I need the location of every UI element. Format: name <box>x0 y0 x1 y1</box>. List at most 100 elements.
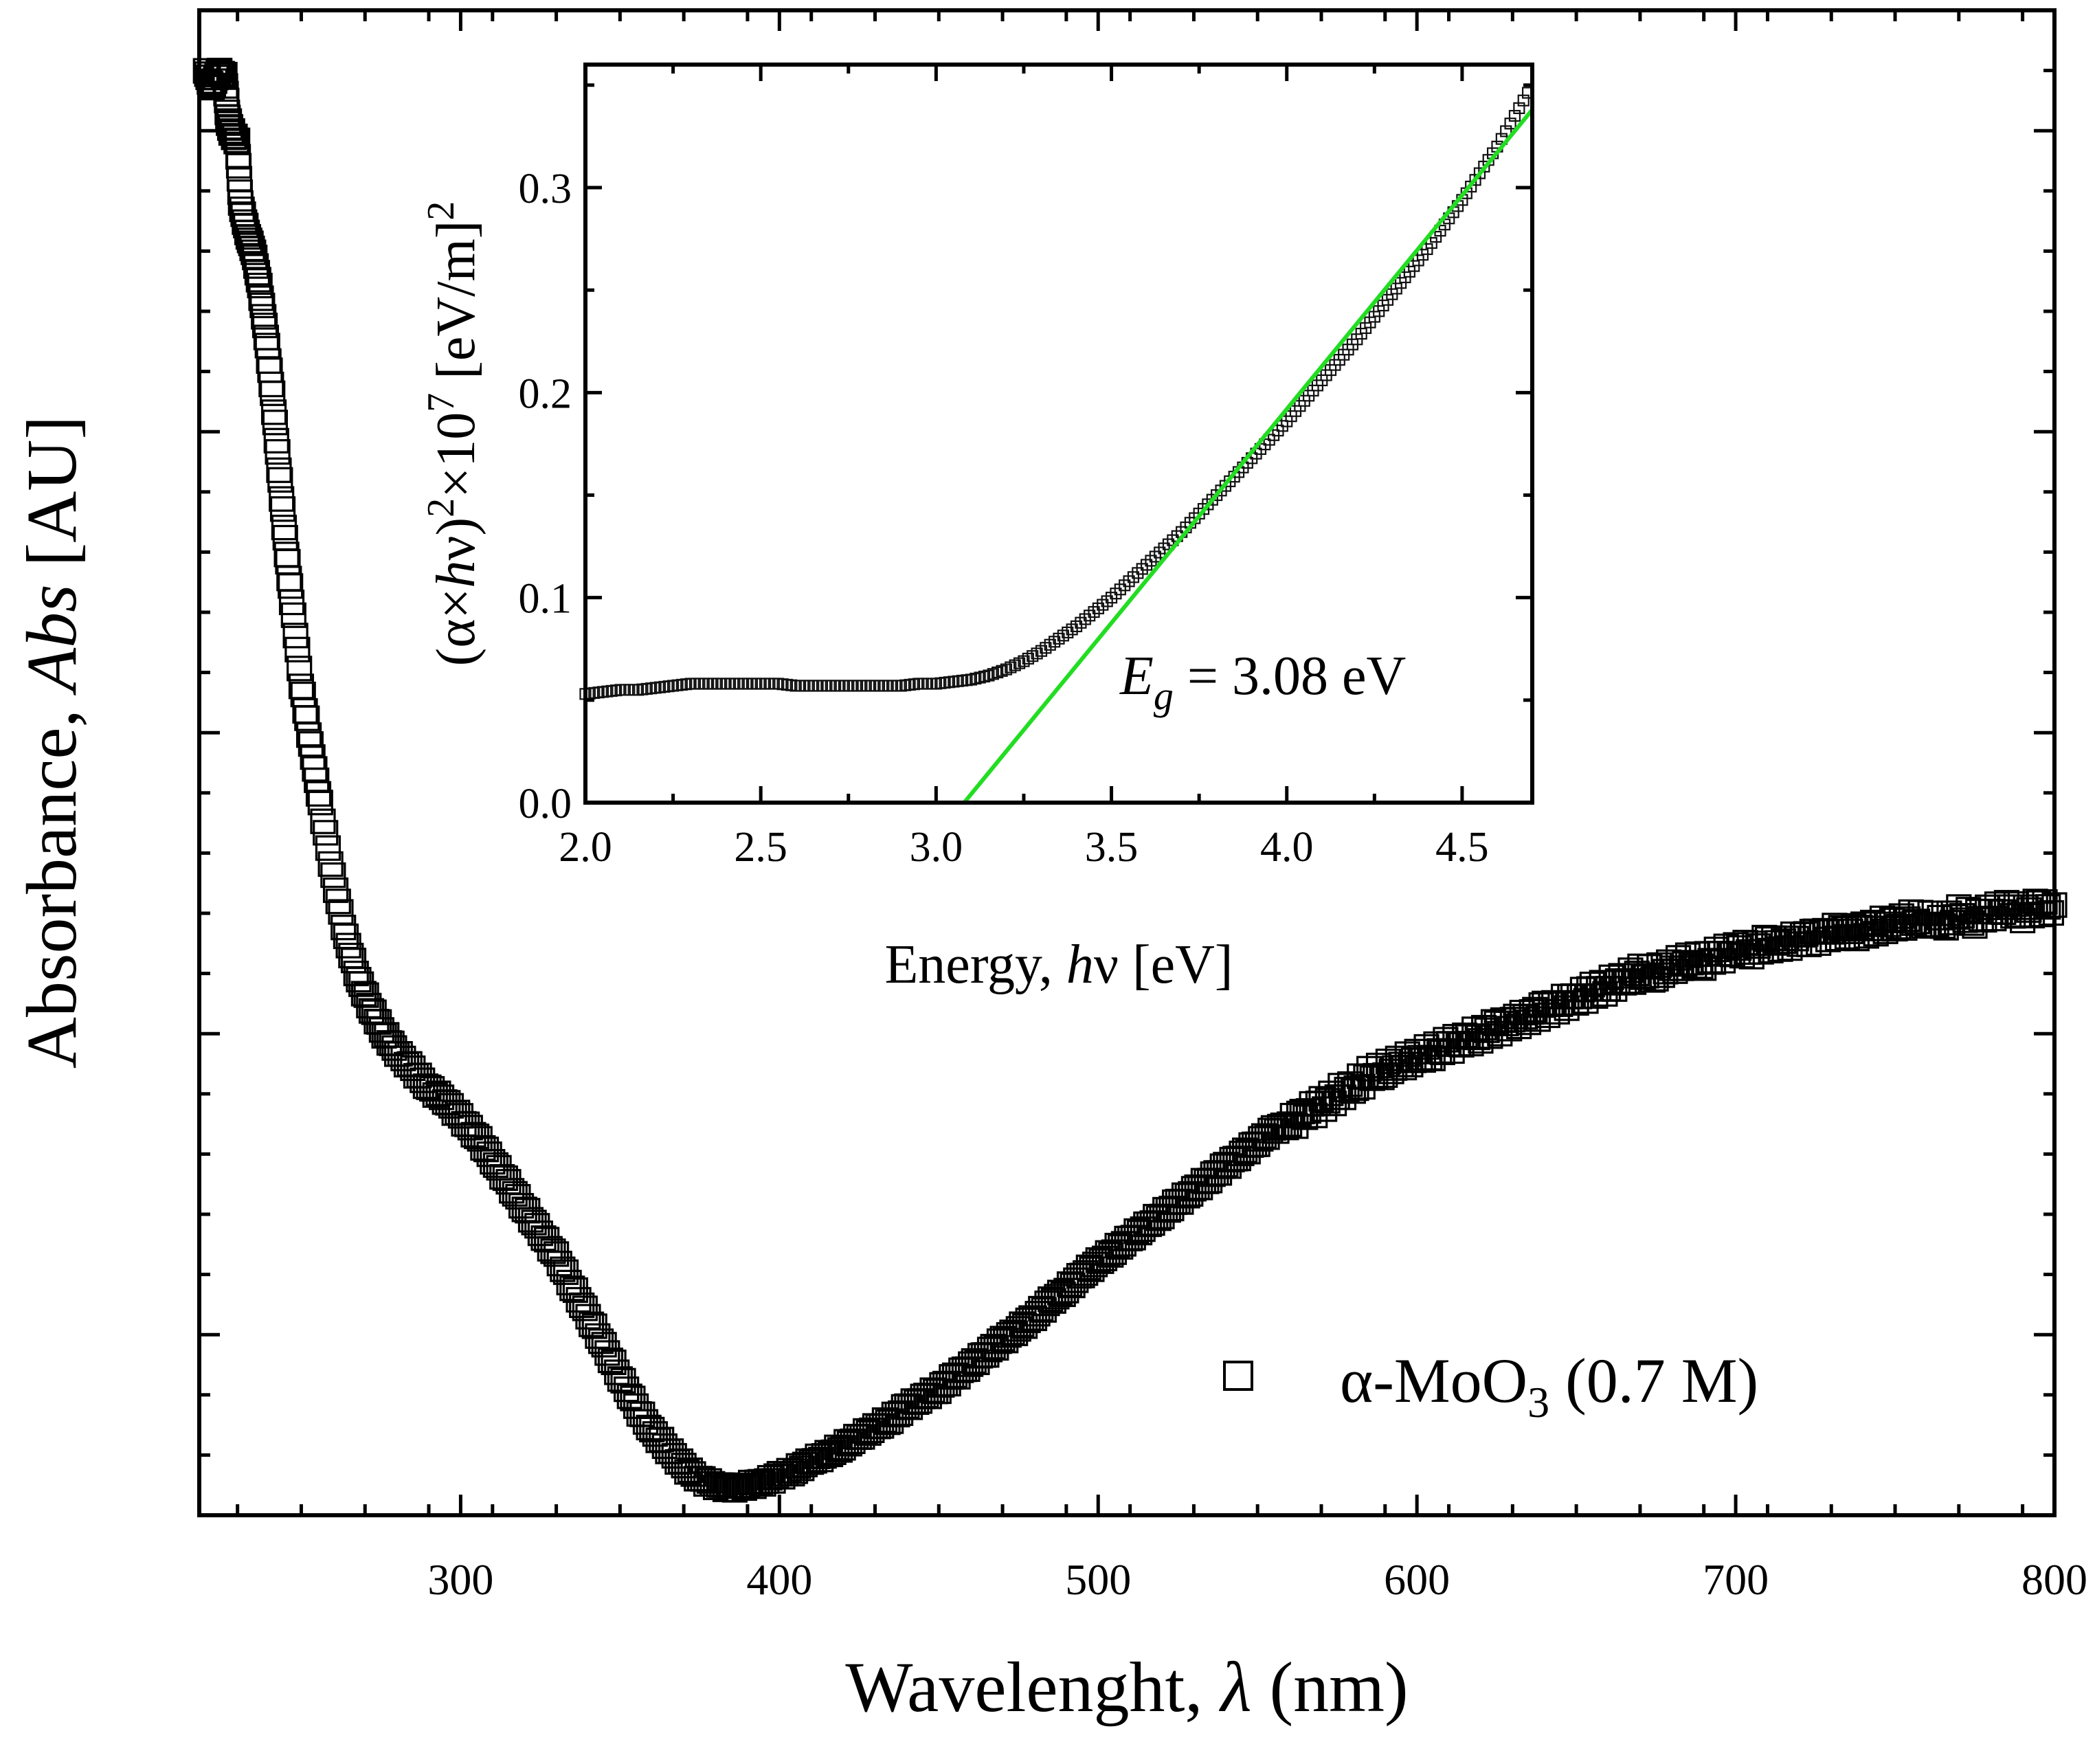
legend-label: α-MoO3 (0.7 M) <box>1340 1346 1758 1427</box>
data-point <box>267 467 293 493</box>
inset-data-point <box>1092 602 1105 614</box>
data-point <box>276 566 302 592</box>
data-point <box>257 357 283 383</box>
data-point <box>226 166 253 192</box>
inset-y-tick-label: 0.3 <box>519 166 572 212</box>
inset-data-point <box>983 669 995 682</box>
data-point <box>313 820 339 846</box>
inset-data-point <box>1088 605 1100 618</box>
inset-data-point <box>1119 579 1131 592</box>
inset-x-tick-label: 2.0 <box>559 824 612 871</box>
data-point <box>282 623 309 649</box>
data-point <box>251 304 277 330</box>
inset-data-point <box>1035 645 1048 657</box>
inset-data-point <box>1040 642 1052 654</box>
inset-x-tick-label: 4.0 <box>1260 824 1314 871</box>
inset-data-point <box>1070 620 1083 633</box>
legend-marker <box>1223 1361 1253 1391</box>
inset-y-axis-title: (α×hν)2×107 [eV/m]2 <box>420 201 486 667</box>
data-point <box>353 982 379 1008</box>
inset-data-point <box>1517 94 1530 107</box>
inset-x-tick-label: 2.5 <box>734 824 787 871</box>
inset-y-tick-label: 0.0 <box>519 781 572 827</box>
data-point <box>256 348 282 374</box>
inset-data-point <box>1123 575 1135 588</box>
data-point <box>232 209 258 235</box>
main-plot: 300 400 500 600 700 800 <box>192 8 2087 1604</box>
inset-data-point <box>1057 629 1069 642</box>
data-point <box>260 380 286 406</box>
data-point <box>242 245 268 271</box>
data-point <box>320 862 346 889</box>
data-point <box>272 524 298 551</box>
inset-data-point <box>1504 118 1516 130</box>
data-point <box>335 933 361 959</box>
inset-data-point <box>1084 610 1096 622</box>
inset-data-point <box>1062 626 1074 638</box>
data-point <box>266 457 292 483</box>
inset-data-point <box>1154 546 1166 559</box>
data-point <box>269 486 295 512</box>
inset-ticks: 2.0 2.5 3.0 3.5 4.0 4.5 0.0 0.1 0.2 0.3 <box>519 65 1532 871</box>
main-ticks: 300 400 500 600 700 800 <box>199 10 2087 1604</box>
data-point <box>278 573 304 599</box>
inset-data-point <box>1132 567 1144 579</box>
data-point <box>562 1277 589 1304</box>
data-point <box>295 722 322 748</box>
inset-data-point <box>1066 623 1078 636</box>
data-point <box>292 697 318 724</box>
inset-data-point <box>1044 638 1056 651</box>
data-point <box>601 1349 627 1376</box>
data-point <box>260 399 287 425</box>
inset-data-point <box>1000 663 1013 676</box>
inset-y-tick-label: 0.2 <box>519 370 572 417</box>
data-point <box>543 1241 570 1267</box>
data-point <box>294 705 320 731</box>
main-x-axis-title: Wavelenght, λ (nm) <box>845 1648 1408 1727</box>
inset-x-tick-label: 3.0 <box>910 824 963 871</box>
data-point <box>278 589 305 616</box>
data-point <box>240 239 267 265</box>
inset-data-point <box>987 668 999 680</box>
inset-x-tick-label: 3.5 <box>1085 824 1139 871</box>
data-point <box>287 656 313 682</box>
main-y-axis-title: Absorbance, Abs [AU] <box>12 416 91 1069</box>
inset-data-point <box>978 670 991 683</box>
data-point <box>225 127 251 153</box>
data-point <box>280 602 306 628</box>
data-point <box>284 636 311 662</box>
data-point <box>552 1259 579 1285</box>
data-point <box>594 1340 620 1366</box>
x-tick-label: 600 <box>1384 1555 1450 1604</box>
inset-data-point <box>1136 563 1148 575</box>
inset-data-point <box>1473 167 1486 179</box>
data-point <box>243 253 269 279</box>
inset-data-point <box>1079 613 1091 625</box>
main-plot-frame <box>197 8 2057 1517</box>
data-point <box>222 123 248 150</box>
data-point <box>591 1332 617 1358</box>
data-point <box>273 542 300 568</box>
data-point <box>315 835 341 861</box>
inset-data-point <box>1158 542 1170 555</box>
inset-data-point <box>1005 661 1017 673</box>
inset-y-tick-label: 0.1 <box>519 576 572 623</box>
data-point <box>298 731 324 757</box>
data-point <box>262 410 289 436</box>
inset-data-point <box>1097 599 1109 611</box>
x-tick-label: 700 <box>1703 1555 1769 1604</box>
inset-background <box>585 65 1532 803</box>
data-point <box>2041 892 2068 918</box>
inset-data-point <box>1053 632 1065 645</box>
data-point <box>614 1376 640 1403</box>
data-point <box>258 371 284 398</box>
data-point <box>271 515 298 541</box>
inset-plot: 2.0 2.5 3.0 3.5 4.0 4.5 0.0 0.1 0.2 0.3 Eg = 3.08… <box>519 63 1534 871</box>
inset-data-point <box>1500 125 1512 137</box>
x-tick-label: 300 <box>427 1555 493 1604</box>
data-point <box>304 767 330 794</box>
data-point <box>572 1295 598 1321</box>
inset-data-point <box>992 666 1004 679</box>
inset-data-point <box>1508 109 1521 122</box>
